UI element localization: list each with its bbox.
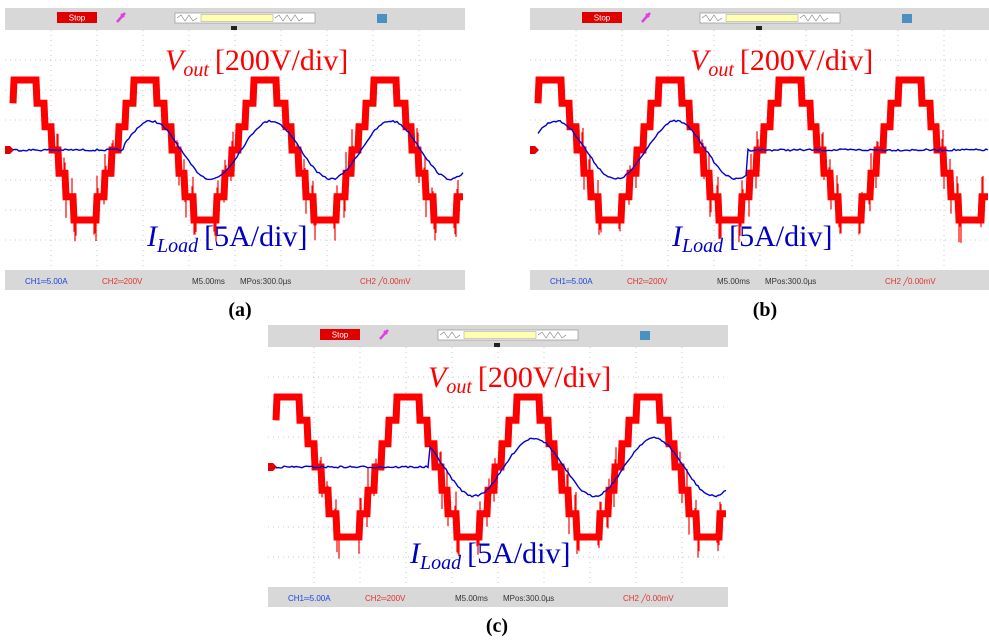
network-icon [640,331,650,340]
status-text: CH2═200V [627,277,668,286]
scope-panel: StopVout[200V/div]ILoad[5A/div]CH1═5.00A… [268,325,728,607]
status-text: M5.00ms [192,277,225,286]
network-icon [902,14,912,23]
status-text: M5.00ms [717,277,750,286]
status-text: MPos:300.0µs [503,594,554,603]
stop-label: Stop [594,14,611,23]
scope-panel: StopVout[200V/div]ILoad[5A/div]CH1═5.00A… [530,8,989,290]
panel-caption: (a) [228,299,251,321]
status-text: CH2 ╱0.00mV [360,276,411,286]
timeline-window [726,15,798,22]
iload-sub: Load [156,235,199,257]
iload-sub: Load [419,552,462,574]
vout-scale: [200V/div] [215,44,348,77]
vout-scale: [200V/div] [740,44,873,77]
vout-sub: out [446,376,472,398]
status-text: CH2 ╱0.00mV [885,276,936,286]
figure: StopVout[200V/div]ILoad[5A/div]CH1═5.00A… [0,0,989,644]
network-icon [377,14,387,23]
status-text: CH1═5.00A [550,277,593,286]
vout-scale: [200V/div] [478,361,611,394]
status-text: CH1═5.00A [25,277,68,286]
status-text: CH2 ╱0.00mV [623,593,674,603]
iload-scale: [5A/div] [204,220,307,253]
status-text: MPos:300.0µs [240,277,291,286]
status-text: CH2═200V [365,594,406,603]
stop-label: Stop [332,331,349,340]
vout-sub: out [708,59,734,81]
status-text: CH1═5.00A [288,594,331,603]
vout-sub: out [183,59,209,81]
status-text: M5.00ms [455,594,488,603]
panel-caption: (c) [486,615,508,637]
scope-panel: StopVout[200V/div]ILoad[5A/div]CH1═5.00A… [5,8,465,290]
timeline-window [201,15,273,22]
page: StopVout[200V/div]ILoad[5A/div]CH1═5.00A… [0,0,989,644]
panel-caption: (b) [753,299,777,321]
timeline-window [464,332,536,339]
status-text: MPos:300.0µs [765,277,816,286]
iload-sub: Load [681,235,724,257]
status-text: CH2═200V [102,277,143,286]
stop-label: Stop [69,14,86,23]
iload-scale: [5A/div] [467,537,570,570]
iload-scale: [5A/div] [729,220,832,253]
